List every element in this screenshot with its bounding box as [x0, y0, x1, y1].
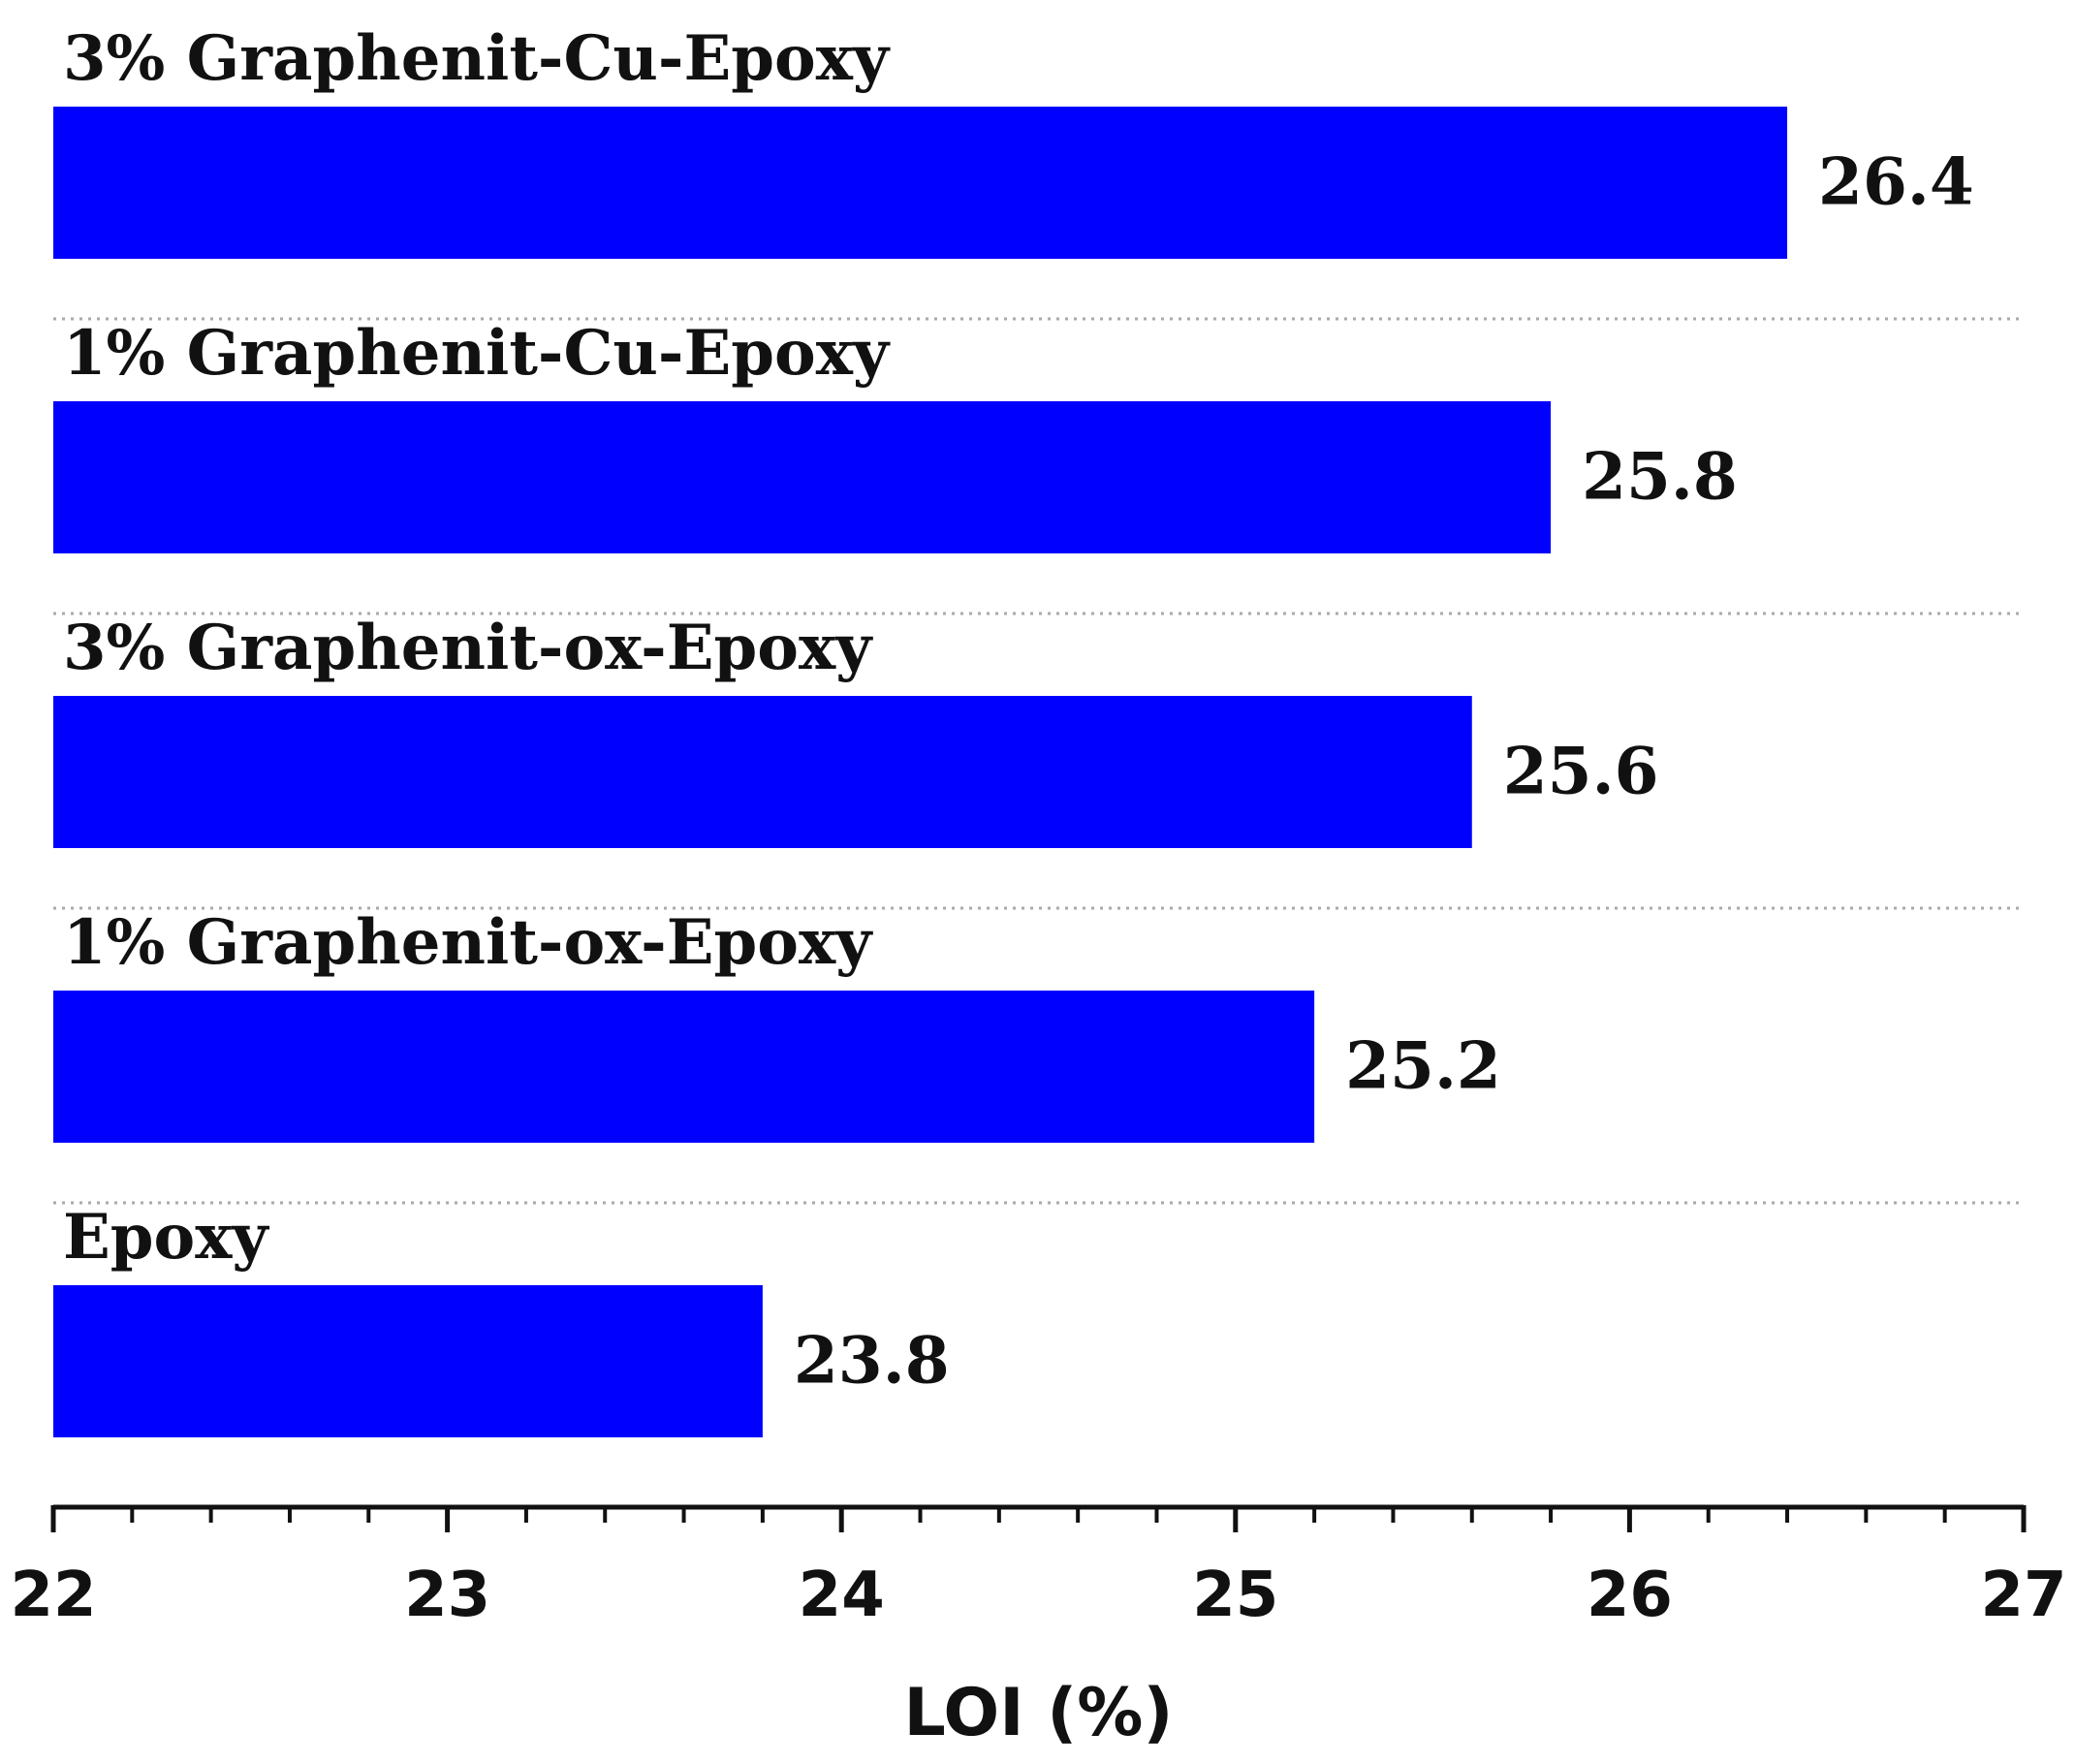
value-label: 25.2	[1345, 1028, 1501, 1104]
value-label: 26.4	[1818, 144, 1974, 220]
bar	[53, 991, 1315, 1143]
category-labels: 3% Graphenit-Cu-Epoxy 1% Graphenit-Cu-Epo…	[63, 22, 891, 1274]
value-label: 25.8	[1582, 439, 1738, 515]
bar	[53, 401, 1552, 553]
bar	[53, 1285, 763, 1437]
bars	[53, 107, 1788, 1437]
value-labels: 26.4 25.8 25.6 25.2 23.8	[794, 144, 1974, 1399]
bar	[53, 696, 1472, 848]
bar	[53, 107, 1788, 259]
value-label: 23.8	[794, 1323, 950, 1399]
x-axis-ticks: 22 23 24 25 26 27	[10, 1505, 2067, 1631]
category-label: 1% Graphenit-Cu-Epoxy	[63, 317, 891, 390]
x-axis-title: LOI (%)	[904, 1675, 1174, 1751]
grid-lines	[53, 317, 2024, 1205]
category-label: Epoxy	[63, 1201, 269, 1274]
tick-label: 26	[1587, 1559, 1673, 1631]
tick-label: 24	[799, 1559, 885, 1631]
tick-label: 25	[1192, 1559, 1278, 1631]
category-label: 1% Graphenit-ox-Epoxy	[63, 906, 873, 979]
tick-label: 22	[10, 1559, 96, 1631]
tick-label: 27	[1980, 1559, 2066, 1631]
value-label: 25.6	[1503, 734, 1659, 809]
category-label: 3% Graphenit-Cu-Epoxy	[63, 22, 891, 95]
tick-label: 23	[404, 1559, 490, 1631]
category-label: 3% Graphenit-ox-Epoxy	[63, 612, 873, 684]
